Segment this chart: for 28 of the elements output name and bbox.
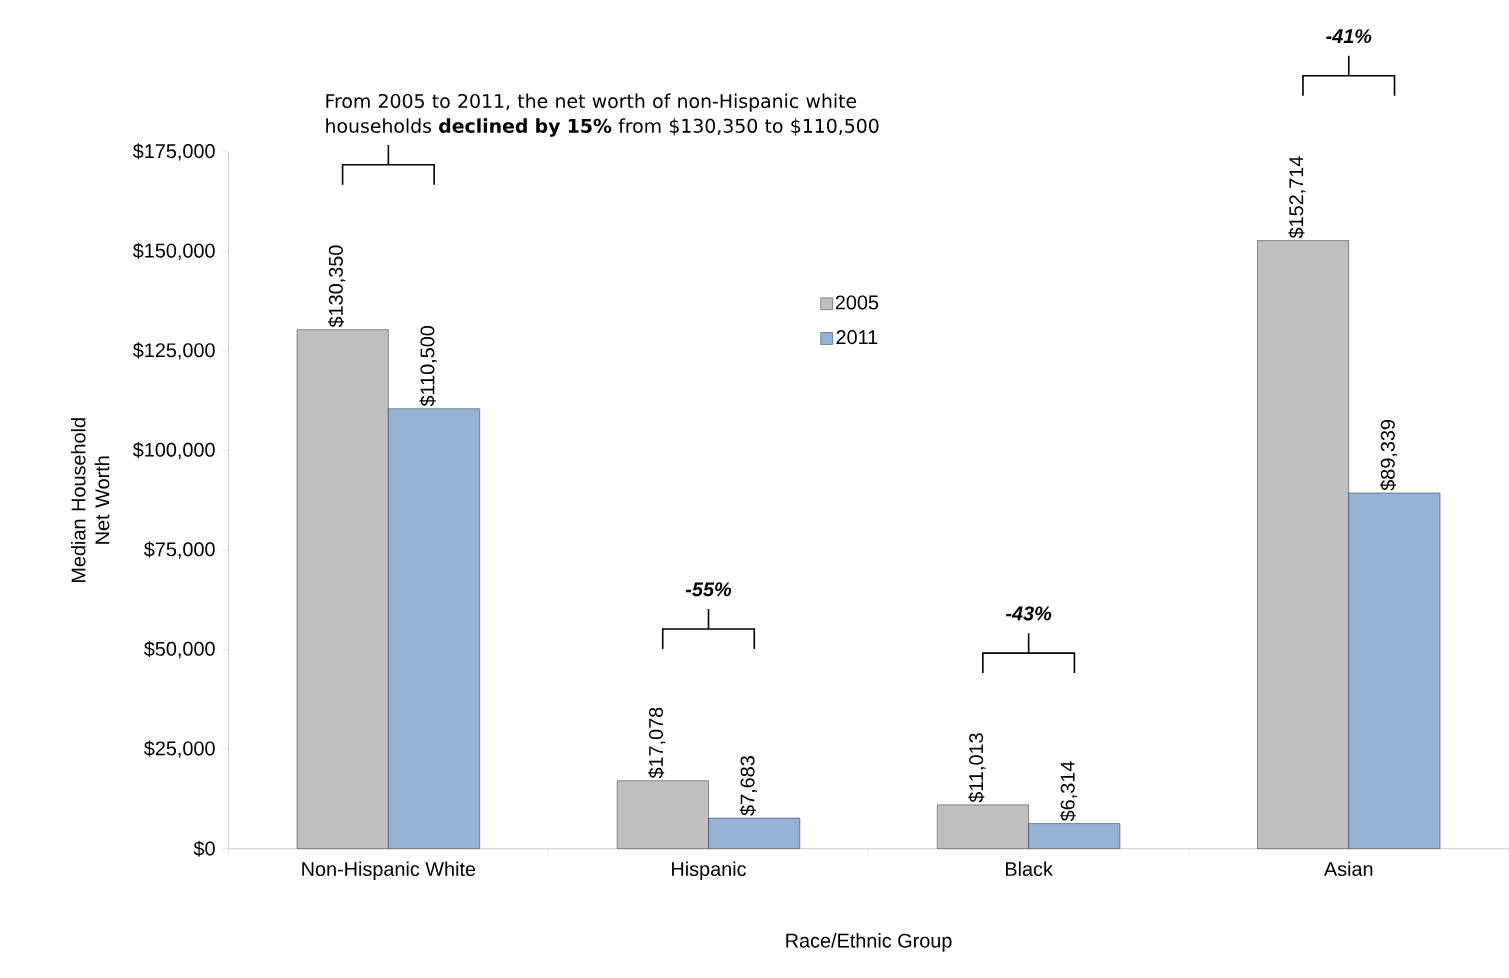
y-axis-title: Median Household Net Worth	[70, 418, 110, 583]
text: From 2005 to 2011, the net worth of non-Hispanic white households declined by 15% from $130,350 to $110,500	[326, 93, 879, 137]
data-label: $152,714	[1288, 156, 1306, 239]
x-tick-label: Hispanic	[672, 861, 747, 881]
data-label: $17,078	[648, 707, 666, 779]
x-tick-label: Asian	[1323, 861, 1373, 877]
y-tick-label: $50,000	[143, 641, 215, 659]
x-axis-title: Race/Ethnic Group	[786, 933, 952, 952]
text: -41%	[1326, 29, 1372, 44]
data-label: $11,013	[968, 733, 986, 803]
y-tick-label: $100,000	[132, 442, 215, 460]
data-label: $130,350	[328, 245, 346, 328]
y-tick-label: $175,000	[132, 143, 215, 161]
y-tick-label: $125,000	[132, 342, 215, 360]
y-tick-label: $0	[193, 840, 215, 857]
legend-label: 2011	[836, 330, 878, 345]
data-label: $89,339	[1379, 420, 1398, 491]
x-tick-label: Black	[1005, 861, 1053, 877]
data-label: $7,683	[739, 756, 757, 816]
y-tick-label: $150,000	[132, 242, 215, 261]
y-tick-label: $75,000	[143, 541, 215, 559]
annotation: -43%	[1006, 606, 1052, 621]
legend-label: 2005	[835, 295, 879, 310]
data-label: $110,500	[419, 326, 437, 407]
annotation: -55%	[685, 582, 732, 597]
data-label: $6,314	[1059, 761, 1078, 822]
y-tick-label: $25,000	[143, 740, 215, 758]
x-tick-label: Non-Hispanic White	[302, 861, 476, 881]
